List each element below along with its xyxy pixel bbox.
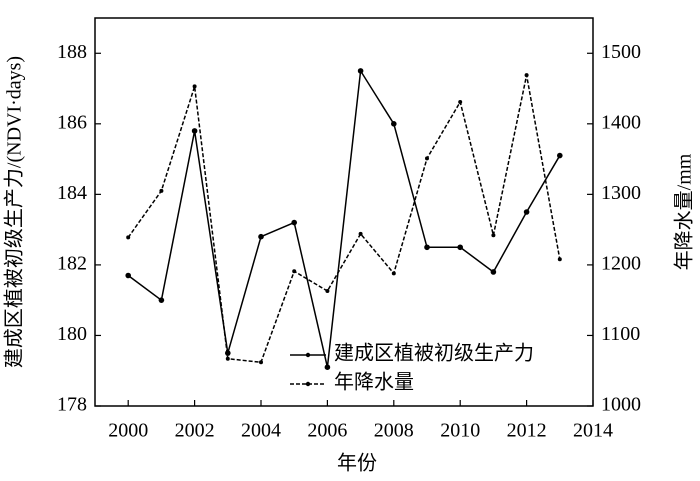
x-tick-label: 2006 bbox=[307, 420, 347, 442]
data-point bbox=[523, 209, 530, 215]
y-tick-label: 184 bbox=[57, 182, 87, 204]
data-point bbox=[125, 272, 131, 279]
data-point bbox=[225, 356, 230, 361]
data-point bbox=[158, 297, 165, 303]
data-point bbox=[458, 99, 463, 104]
data-point bbox=[457, 244, 464, 251]
legend-label: 建成区植被初级生产力 bbox=[334, 342, 534, 365]
y-tick-label: 188 bbox=[57, 41, 87, 63]
data-point bbox=[424, 244, 430, 251]
data-point bbox=[358, 231, 363, 236]
data-point bbox=[391, 121, 397, 127]
x-tick-label: 2008 bbox=[374, 420, 414, 442]
plot-frame bbox=[94, 17, 594, 407]
data-point bbox=[126, 235, 131, 240]
series-line bbox=[127, 68, 561, 368]
data-point bbox=[425, 156, 429, 161]
data-point bbox=[258, 233, 264, 240]
y2-tick-label: 1000 bbox=[601, 394, 641, 416]
series-line bbox=[127, 74, 561, 364]
y2-axis-label: 年降水量/mm bbox=[673, 153, 696, 270]
data-point bbox=[490, 269, 497, 275]
y-tick-label: 182 bbox=[57, 253, 87, 275]
data-point bbox=[325, 289, 330, 294]
y2-tick-label: 1300 bbox=[601, 182, 641, 204]
y2-tick-label: 1500 bbox=[601, 41, 641, 63]
data-point bbox=[557, 152, 563, 159]
data-point bbox=[291, 219, 298, 226]
data-point bbox=[259, 360, 263, 365]
x-tick-label: 2010 bbox=[440, 420, 480, 442]
legend-marker bbox=[305, 381, 311, 387]
y-tick-label: 180 bbox=[57, 323, 87, 345]
data-point bbox=[357, 68, 364, 74]
y2-tick-label: 1100 bbox=[601, 323, 640, 345]
legend-label: 年降水量 bbox=[334, 371, 414, 394]
x-tick-label: 2014 bbox=[573, 420, 613, 442]
data-point bbox=[191, 128, 198, 134]
x-tick-label: 2002 bbox=[175, 420, 215, 442]
data-point bbox=[524, 73, 529, 78]
data-point bbox=[557, 257, 562, 262]
data-point bbox=[192, 84, 197, 89]
y-tick-label: 178 bbox=[57, 394, 87, 416]
data-point bbox=[391, 271, 396, 276]
y-tick-label: 186 bbox=[57, 111, 87, 133]
x-tick-label: 2000 bbox=[108, 420, 148, 442]
y2-tick-label: 1200 bbox=[601, 253, 641, 275]
legend-marker bbox=[305, 352, 311, 358]
y2-tick-label: 1400 bbox=[601, 111, 641, 133]
x-axis-label: 年份 bbox=[337, 452, 377, 475]
data-point bbox=[292, 269, 297, 274]
x-tick-label: 2012 bbox=[507, 420, 547, 442]
data-point bbox=[324, 364, 331, 371]
y-axis-label: 建成区植被初级生产力/(NDVI·days) bbox=[3, 56, 26, 368]
x-tick-label: 2004 bbox=[241, 420, 281, 442]
data-point bbox=[159, 188, 164, 193]
data-point bbox=[491, 233, 496, 238]
